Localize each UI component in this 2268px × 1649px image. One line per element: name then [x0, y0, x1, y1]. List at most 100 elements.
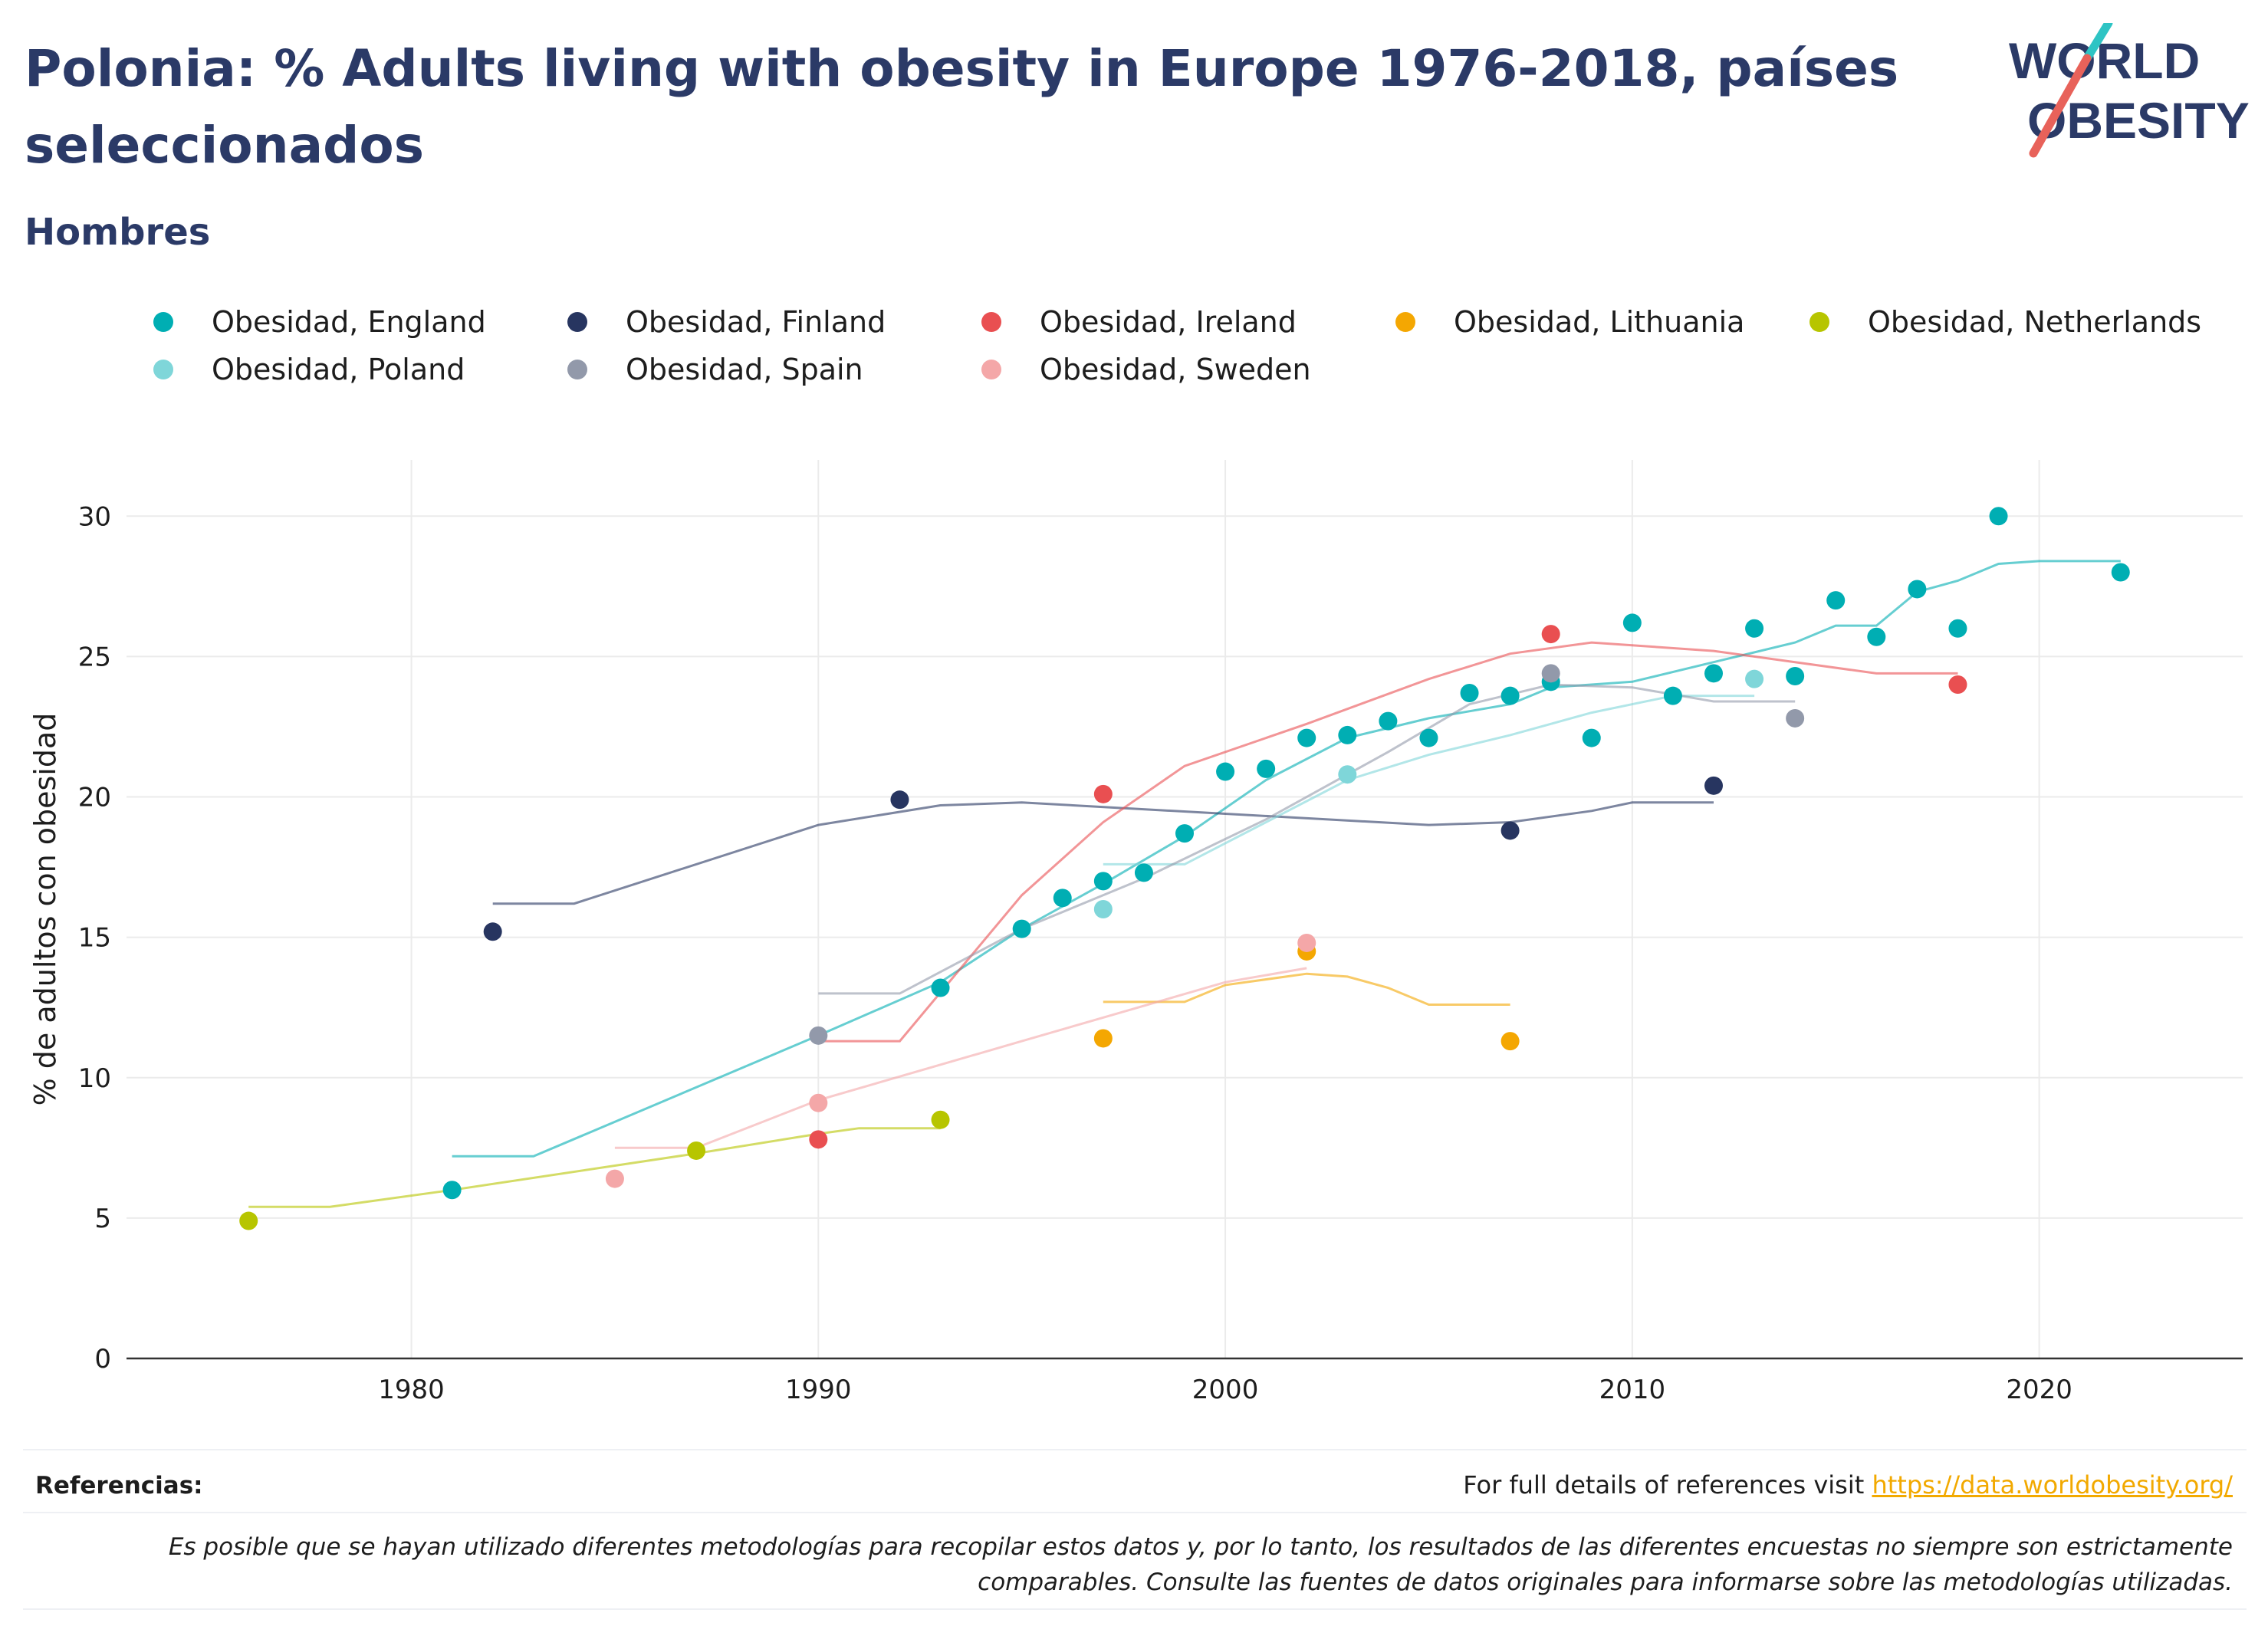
- data-point: [809, 1130, 828, 1149]
- series-trend-line: [248, 1127, 941, 1208]
- legend-marker-icon: [567, 312, 587, 332]
- data-point: [1908, 580, 1927, 599]
- data-point: [1541, 664, 1560, 683]
- data-point: [1786, 667, 1805, 686]
- y-axis-title: % de adultos con obesidad: [28, 713, 62, 1106]
- data-point: [1338, 725, 1357, 744]
- series-trend-line: [1103, 695, 1755, 866]
- legend-marker-icon: [153, 312, 173, 332]
- data-point: [1500, 821, 1520, 840]
- legend-item[interactable]: Obesidad, England: [153, 303, 486, 341]
- legend-item[interactable]: Obesidad, Lithuania: [1395, 303, 1744, 341]
- data-point: [1093, 784, 1113, 803]
- data-point: [809, 1093, 828, 1112]
- x-tick-label: 1980: [378, 1375, 445, 1405]
- data-point: [1786, 708, 1805, 728]
- legend-item[interactable]: Obesidad, Netherlands: [1809, 303, 2201, 341]
- logo-slash-bottom-icon: [2029, 54, 2092, 158]
- data-point: [1948, 619, 1967, 638]
- data-point: [1419, 728, 1438, 747]
- legend-label: Obesidad, Finland: [626, 305, 886, 339]
- x-tick-label: 2010: [1599, 1375, 1666, 1405]
- data-point: [239, 1211, 258, 1230]
- legend-item[interactable]: Obesidad, Finland: [567, 303, 886, 341]
- data-point: [1500, 686, 1520, 705]
- data-point: [1989, 507, 2008, 526]
- data-point: [2111, 563, 2130, 582]
- data-point: [1582, 728, 1601, 747]
- data-point: [1663, 686, 1682, 705]
- legend-marker-icon: [981, 312, 1001, 332]
- data-point: [1012, 919, 1031, 938]
- y-tick-label: 10: [78, 1063, 111, 1094]
- references-label: Referencias:: [35, 1472, 203, 1500]
- data-point: [483, 922, 502, 941]
- data-point: [1093, 872, 1113, 891]
- data-point: [1622, 613, 1642, 632]
- legend-label: Obesidad, Ireland: [1040, 305, 1297, 339]
- data-point: [1257, 759, 1276, 778]
- references-link[interactable]: https://data.worldobesity.org/: [1872, 1470, 2233, 1500]
- data-point: [1297, 933, 1316, 952]
- data-point: [442, 1181, 462, 1200]
- y-tick-label: 0: [94, 1344, 111, 1375]
- footer-divider: [23, 1608, 2247, 1610]
- legend-label: Obesidad, Sweden: [1040, 353, 1311, 386]
- data-point: [1093, 1029, 1113, 1048]
- chart-title: Polonia: % Adults living with obesity in…: [25, 39, 1899, 175]
- data-point: [1826, 591, 1846, 610]
- data-point: [1338, 765, 1357, 784]
- data-point: [1053, 889, 1072, 908]
- y-tick-label: 5: [94, 1204, 111, 1234]
- data-point: [931, 1110, 950, 1129]
- legend-marker-icon: [1809, 312, 1829, 332]
- data-point: [1297, 728, 1316, 747]
- data-point: [809, 1026, 828, 1045]
- series-trend-line: [1103, 972, 1510, 1006]
- data-point: [687, 1141, 706, 1160]
- x-tick-label: 2020: [2006, 1375, 2072, 1405]
- legend-marker-icon: [1395, 312, 1415, 332]
- data-point: [1745, 669, 1764, 688]
- legend-marker-icon: [981, 360, 1001, 379]
- references-text: For full details of references visit htt…: [1463, 1470, 2233, 1500]
- data-point: [1704, 664, 1723, 683]
- data-point: [1216, 762, 1235, 781]
- legend-item[interactable]: Obesidad, Spain: [567, 350, 863, 389]
- data-point: [1175, 824, 1194, 843]
- x-tick-label: 1990: [785, 1375, 852, 1405]
- data-point: [1948, 675, 1967, 694]
- data-point: [1867, 627, 1886, 646]
- data-point: [931, 978, 950, 997]
- legend-item[interactable]: Obesidad, Sweden: [981, 350, 1311, 389]
- legend-marker-icon: [567, 360, 587, 379]
- methodology-disclaimer: Es posible que se hayan utilizado difere…: [168, 1533, 2233, 1596]
- data-point: [1379, 711, 1398, 731]
- legend-label: Obesidad, Spain: [626, 353, 863, 386]
- legend-item[interactable]: Obesidad, Poland: [153, 350, 465, 389]
- data-point: [1541, 625, 1560, 644]
- y-tick-label: 30: [78, 501, 111, 532]
- data-point: [1134, 863, 1153, 882]
- chart-legend: Obesidad, England Obesidad, Finland Obesid…: [153, 303, 2224, 410]
- y-tick-label: 20: [78, 783, 111, 813]
- legend-item[interactable]: Obesidad, Ireland: [981, 303, 1297, 341]
- data-point: [605, 1169, 624, 1188]
- series-trend-line: [492, 801, 1714, 905]
- series-trend-line: [818, 683, 1796, 995]
- chart-subtitle: Hombres: [25, 211, 211, 254]
- series-trend-line: [452, 560, 2121, 1158]
- logo-text-line1: WORLD: [2009, 32, 2200, 89]
- data-point: [1704, 776, 1723, 795]
- data-point: [1745, 619, 1764, 638]
- legend-label: Obesidad, England: [212, 305, 486, 339]
- data-point: [1460, 683, 1479, 702]
- series-trend-line: [818, 641, 1958, 1043]
- references-intro: For full details of references visit: [1463, 1470, 1872, 1500]
- legend-label: Obesidad, Poland: [212, 353, 465, 386]
- legend-marker-icon: [153, 360, 173, 379]
- chart-plot: 1980 1990 2000 2010 2020 0 5 10 15 20 25 30 % de adu…: [28, 460, 2243, 1405]
- legend-label: Obesidad, Netherlands: [1868, 305, 2202, 339]
- y-tick-label: 25: [78, 642, 111, 672]
- footer-divider: [23, 1512, 2247, 1513]
